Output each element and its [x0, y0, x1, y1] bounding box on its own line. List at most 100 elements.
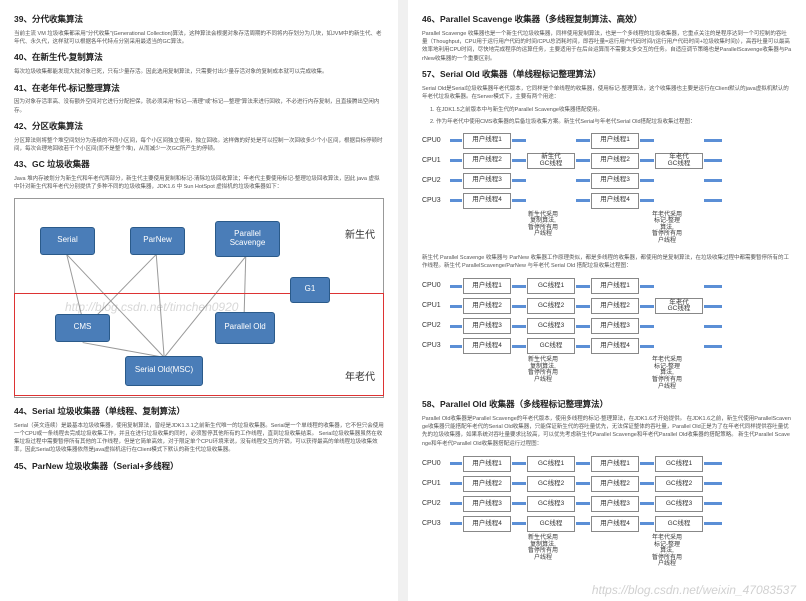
- user-thread-box: 用户线程2: [591, 153, 639, 169]
- gc-thread-box: GC线程3: [527, 496, 575, 512]
- user-thread-box: 用户线程2: [591, 476, 639, 492]
- col-label: [450, 534, 512, 569]
- cpu-bar: [512, 139, 526, 142]
- user-thread-box: 用户线程4: [463, 193, 511, 209]
- cpu-bar: [704, 462, 722, 465]
- cpu-label: CPU3: [422, 196, 450, 206]
- user-thread-box: 用户线程4: [591, 338, 639, 354]
- col-label: 新生代采用 复制算法, 暂停所有用 户线程: [512, 534, 574, 569]
- cpu-row-1: CPU1 用户线程2 新生代 GC线程用户线程2 年老代 GC线程: [422, 151, 792, 171]
- cpu-row-0: CPU0用户线程1GC线程1用户线程1GC线程1: [422, 454, 792, 474]
- cpu-label: CPU1: [422, 156, 450, 166]
- user-thread-box: 用户线程4: [463, 338, 511, 354]
- cpu-row-1: CPU1用户线程2GC线程2用户线程2GC线程2: [422, 474, 792, 494]
- body-46: Parallel Scavenge 收集器也是一个新生代垃圾收集器，同样使用复制…: [422, 30, 792, 63]
- gc-thread-box: GC线程: [527, 516, 575, 532]
- sub-57-2: 2. 作为年老代中使用CMS收集器的后备垃圾收集方案。新生代Serial与年老代…: [430, 119, 792, 127]
- label-new-gen: 新生代: [345, 229, 375, 243]
- gc-thread-box: 新生代 GC线程: [527, 153, 575, 169]
- body-41: 因为对象存活率高、没有额外空间对它进行分配担保，就必须采用"标记—清理"或"标记…: [14, 98, 384, 115]
- cpu-row-2: CPU2 用户线程3 GC线程3 用户线程3 GC线程3: [422, 494, 792, 514]
- user-thread-box: 用户线程1: [591, 133, 639, 149]
- user-thread-box: 用户线程2: [463, 298, 511, 314]
- cpu-bar: [512, 482, 526, 485]
- cpu-row-2: CPU2用户线程3GC线程3用户线程3: [422, 316, 792, 336]
- user-thread-box: 用户线程1: [591, 456, 639, 472]
- cpu-bar: [450, 502, 462, 505]
- col-label: 新生代采用 复制算法, 暂停所有用 户线程: [512, 211, 574, 246]
- gc-thread-box: GC线程1: [527, 456, 575, 472]
- cpu-label: CPU1: [422, 301, 450, 311]
- cpu-bar: [704, 199, 722, 202]
- body-57: Serial Old是Serial垃圾收集器年老代版本，它同样是个单线程的收集器…: [422, 85, 792, 102]
- gc-box-parallel-scavenge: Parallel Scavenge: [215, 221, 280, 257]
- sub-57-1: 1. 在JDK1.5之前版本中与新生代的Parallel Scavenge收集器…: [430, 107, 792, 115]
- cpu-label: CPU3: [422, 341, 450, 351]
- cpu-label: CPU2: [422, 499, 450, 509]
- user-thread-box: 用户线程2: [591, 298, 639, 314]
- cpu-bar: [512, 159, 526, 162]
- gc-thread-box-old: 年老代 GC线程: [655, 153, 703, 169]
- heading-46: 46、Parallel Scavenge 收集器（多线程复制算法、高效）: [422, 14, 792, 26]
- cpu-bar: [704, 325, 722, 328]
- cpu-label: CPU3: [422, 519, 450, 529]
- gc-box-cms: CMS: [55, 314, 110, 342]
- user-thread-box: 用户线程4: [463, 516, 511, 532]
- cpu-bar: [576, 482, 590, 485]
- heading-39: 39、分代收集算法: [14, 14, 384, 26]
- cpu-bar: [450, 522, 462, 525]
- cpu-bar: [640, 305, 654, 308]
- user-thread-box: 用户线程1: [591, 278, 639, 294]
- cpu-bar: [640, 522, 654, 525]
- user-thread-box: 用户线程2: [463, 153, 511, 169]
- cpu-bar: [576, 179, 590, 182]
- gc-thread-box-old: GC线程: [655, 516, 703, 532]
- cpu-bar: [450, 482, 462, 485]
- gc-thread-box-old: GC线程3: [655, 496, 703, 512]
- user-thread-box: 用户线程3: [591, 496, 639, 512]
- user-thread-box: 用户线程1: [463, 456, 511, 472]
- heading-58: 58、Parallel Old 收集器（多线程标记整理算法）: [422, 399, 792, 411]
- cpu-bar: [640, 482, 654, 485]
- cpu-bar: [512, 522, 526, 525]
- diagram-watermark: http://blog.csdn.net/timchen0920: [65, 299, 238, 316]
- col-label: [450, 356, 512, 391]
- cpu-bar: [576, 522, 590, 525]
- cpu-row-3: CPU3用户线程4用户线程4: [422, 191, 792, 211]
- gc-thread-box-old: 年老代 GC线程: [655, 298, 703, 314]
- cpu-bar: [640, 199, 654, 202]
- user-thread-box: 用户线程3: [463, 496, 511, 512]
- cpu-bar: [640, 325, 654, 328]
- cpu-bar: [450, 305, 462, 308]
- cpu-column-labels: 新生代采用 复制算法, 暂停所有用 户线程 年老代采用 标记-整理 算法, 暂停所…: [450, 534, 792, 569]
- cpu-bar: [450, 159, 462, 162]
- gc-thread-box: GC线程2: [527, 476, 575, 492]
- cpu-label: CPU0: [422, 281, 450, 291]
- col-label: 新生代采用 复制算法, 暂停所有用 户线程: [512, 356, 574, 391]
- cpu-row-3: CPU3 用户线程4 GC线程用户线程4: [422, 336, 792, 356]
- cpu-bar: [704, 139, 722, 142]
- cpu-bar: [576, 345, 590, 348]
- gc-thread-box: GC线程1: [527, 278, 575, 294]
- gc-box-g1: G1: [290, 277, 330, 303]
- body-40: 每次垃圾收集都能发现大批对象已死，只有少量存活。因此选用复制算法，只需要付出少量…: [14, 68, 384, 76]
- col-label: 年老代采用 标记-整理 算法, 暂停所有用 户线程: [636, 534, 698, 569]
- cpu-label: CPU2: [422, 176, 450, 186]
- cpu-bar: [512, 179, 526, 182]
- cpu-label: CPU1: [422, 479, 450, 489]
- cpu-bar: [450, 199, 462, 202]
- cpu-bar: [640, 179, 654, 182]
- gc-collectors-diagram: 新生代 年老代 http://blog.csdn.net/timchen0920…: [14, 198, 384, 398]
- cpu-bar: [704, 345, 722, 348]
- gc-thread-box: GC线程: [527, 338, 575, 354]
- cpu-bar: [576, 139, 590, 142]
- cpu-row-0: CPU0用户线程1用户线程1: [422, 131, 792, 151]
- cpu-row-1: CPU1用户线程2GC线程2用户线程2年老代 GC线程: [422, 296, 792, 316]
- user-thread-box: 用户线程3: [591, 318, 639, 334]
- cpu-bar: [450, 179, 462, 182]
- col-label: 年老代采用 标记-整理 算法, 暂停所有用 户线程: [636, 356, 698, 391]
- cpu-diagram-2: CPU0用户线程1GC线程1用户线程1CPU1用户线程2GC线程2用户线程2年老…: [422, 276, 792, 391]
- cpu-bar: [576, 462, 590, 465]
- page-right: 46、Parallel Scavenge 收集器（多线程复制算法、高效） Par…: [408, 0, 806, 601]
- cpu-bar: [450, 462, 462, 465]
